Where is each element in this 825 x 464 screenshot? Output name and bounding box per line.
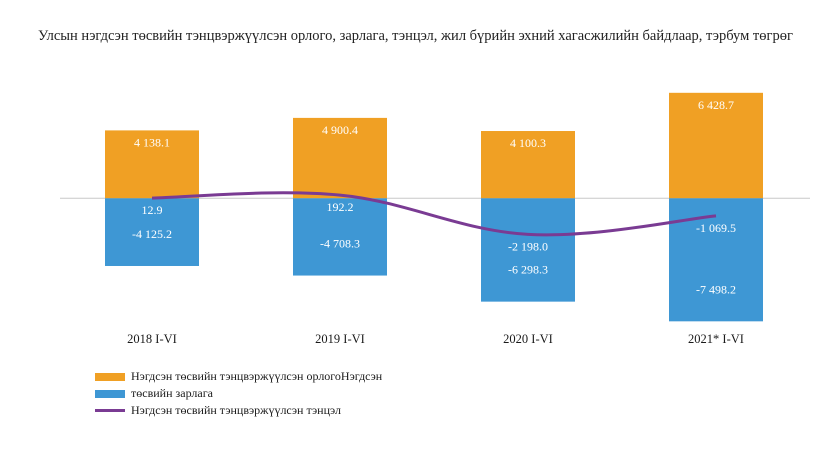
income-data-label: 6 428.7	[698, 98, 734, 112]
category-tick-label: 2020 I-VI	[503, 332, 553, 346]
category-tick-label: 2019 I-VI	[315, 332, 365, 346]
category-tick-label: 2018 I-VI	[127, 332, 177, 346]
balance-data-label: 192.2	[327, 200, 354, 214]
legend-swatch-expense	[95, 389, 125, 398]
legend-item-balance: Нэгдсэн төсвийн тэнцвэржүүлсэн тэнцэл	[95, 402, 382, 419]
expense-data-label: -7 498.2	[696, 282, 736, 296]
legend-label-expense: төсвийн зарлага	[131, 386, 213, 400]
balance-data-label: -2 198.0	[508, 239, 548, 253]
legend-swatch-balance	[95, 409, 125, 412]
category-tick-label: 2021* I-VI	[688, 332, 744, 346]
balance-data-label: -1 069.5	[696, 221, 736, 235]
expense-data-label: -4 708.3	[320, 237, 360, 251]
income-bar	[481, 131, 575, 199]
legend-swatch-income	[95, 372, 125, 381]
income-bar	[105, 130, 199, 199]
legend: Нэгдсэн төсвийн тэнцвэржүүлсэн орлогоНэг…	[95, 368, 382, 419]
expense-data-label: -4 125.2	[132, 227, 172, 241]
legend-label-balance: Нэгдсэн төсвийн тэнцвэржүүлсэн тэнцэл	[131, 403, 341, 417]
income-data-label: 4 100.3	[510, 136, 546, 150]
income-data-label: 4 138.1	[134, 135, 170, 149]
expense-bar	[481, 198, 575, 302]
expense-data-label: -6 298.3	[508, 263, 548, 277]
legend-item-income: Нэгдсэн төсвийн тэнцвэржүүлсэн орлогоНэг…	[95, 368, 382, 385]
income-bar	[293, 117, 387, 199]
legend-item-expense: төсвийн зарлага	[95, 385, 382, 402]
balance-data-label: 12.9	[142, 203, 163, 217]
income-data-label: 4 900.4	[322, 123, 358, 137]
expense-bar	[293, 198, 387, 276]
expense-bar	[105, 198, 199, 266]
income-bar	[669, 92, 763, 199]
balance-series-line	[151, 191, 717, 237]
legend-label-income: Нэгдсэн төсвийн тэнцвэржүүлсэн орлогоНэг…	[131, 369, 383, 383]
chart-title: Улсын нэгдсэн төсвийн тэнцвэржүүлсэн орл…	[38, 28, 793, 44]
